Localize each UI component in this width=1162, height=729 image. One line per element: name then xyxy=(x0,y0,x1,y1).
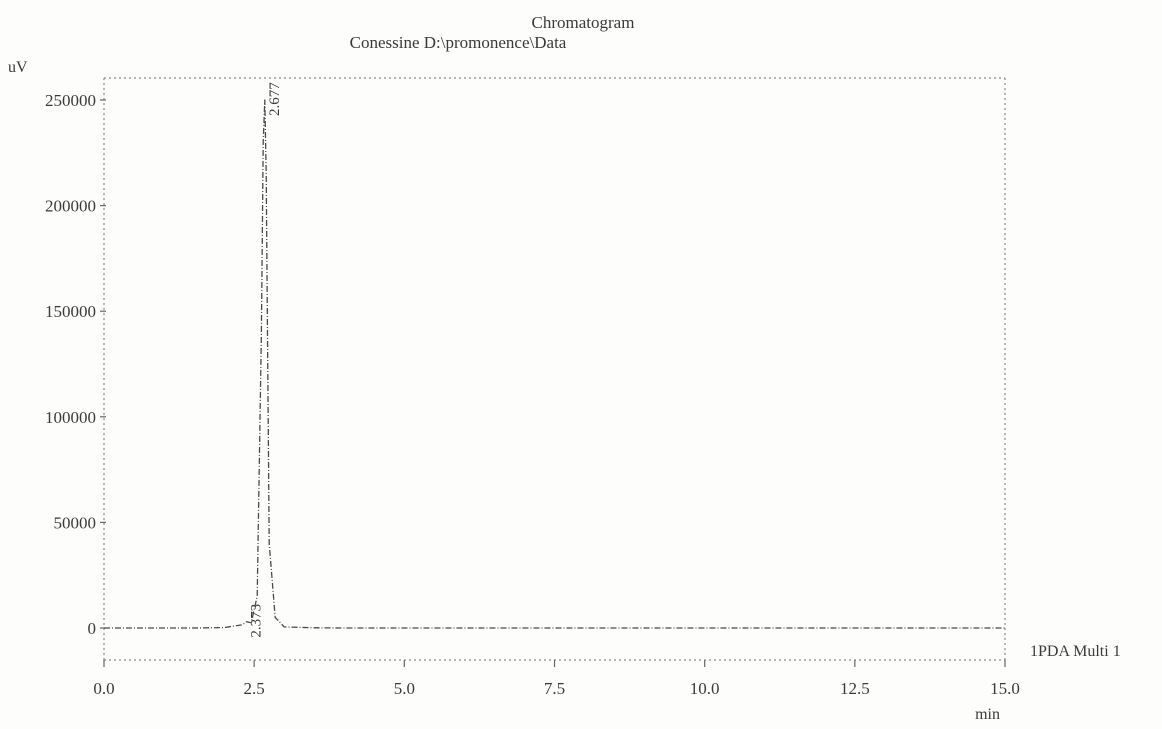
peak-label: 2.373 xyxy=(249,604,265,638)
x-tick-label: 7.5 xyxy=(544,679,565,698)
series-line-pda-multi-1 xyxy=(104,100,1005,628)
x-tick-label: 2.5 xyxy=(244,679,265,698)
x-tick-label: 12.5 xyxy=(840,679,870,698)
chart-subtitle: Conessine D:\promonence\Data xyxy=(350,33,567,52)
y-axis-ticks: 0 50000 100000 150000 200000 250000 xyxy=(45,91,106,638)
y-tick-label: 50000 xyxy=(54,513,97,532)
plot-frame xyxy=(104,78,1005,660)
y-tick-label: 150000 xyxy=(45,302,96,321)
y-tick-label: 250000 xyxy=(45,91,96,110)
peak-label: 2.677 xyxy=(267,82,283,116)
series-layer xyxy=(104,100,1005,628)
x-tick-label: 0.0 xyxy=(93,679,114,698)
legend-entry: 1PDA Multi 1 xyxy=(1030,643,1121,660)
x-axis-ticks: 0.0 2.5 5.0 7.5 10.0 12.5 15.0 xyxy=(93,660,1020,698)
chart-title: Chromatogram xyxy=(532,13,635,32)
y-tick-label: 200000 xyxy=(45,197,96,216)
x-tick-label: 15.0 xyxy=(990,679,1020,698)
x-tick-label: 10.0 xyxy=(690,679,720,698)
y-axis-label: uV xyxy=(8,59,28,76)
y-tick-label: 0 xyxy=(88,619,97,638)
x-tick-label: 5.0 xyxy=(394,679,415,698)
x-axis-label: min xyxy=(975,706,1000,723)
y-tick-label: 100000 xyxy=(45,408,96,427)
